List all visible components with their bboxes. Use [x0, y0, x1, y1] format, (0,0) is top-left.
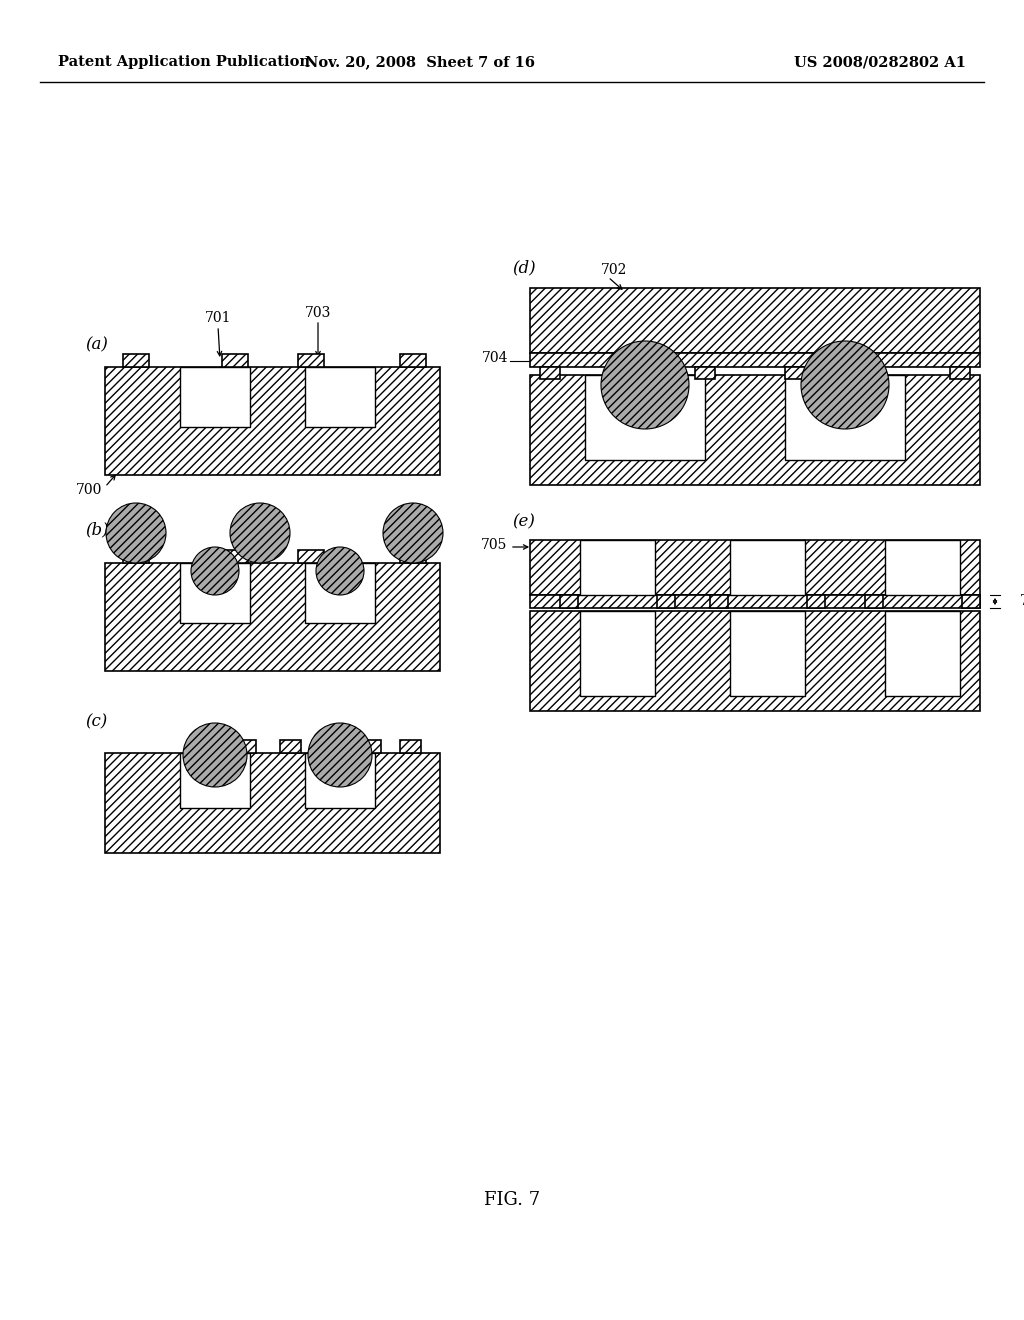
Circle shape	[801, 341, 889, 429]
Text: 703: 703	[305, 306, 331, 319]
Bar	[400, 354, 426, 367]
Bar	[730, 611, 805, 696]
Bar	[305, 752, 375, 808]
Bar	[785, 375, 905, 459]
Bar	[123, 354, 150, 367]
Bar	[222, 354, 248, 367]
Bar	[530, 352, 980, 367]
Bar	[123, 550, 150, 564]
Bar	[105, 564, 440, 671]
Text: 706: 706	[1020, 594, 1024, 609]
Bar	[695, 367, 715, 379]
Text: (b): (b)	[85, 521, 109, 539]
Text: 705: 705	[480, 539, 507, 552]
Text: 700: 700	[76, 483, 102, 498]
Bar	[962, 595, 980, 609]
Bar	[305, 367, 375, 426]
Text: Patent Application Publication: Patent Application Publication	[58, 55, 310, 69]
Bar	[298, 550, 324, 564]
Bar	[657, 595, 675, 609]
Bar	[580, 540, 655, 595]
Bar	[585, 375, 705, 459]
Text: (d): (d)	[512, 260, 536, 276]
Bar	[105, 367, 440, 475]
Bar	[530, 288, 980, 352]
Bar	[645, 367, 665, 379]
Bar	[560, 595, 578, 609]
Circle shape	[601, 341, 689, 429]
Text: US 2008/0282802 A1: US 2008/0282802 A1	[794, 55, 966, 69]
Bar	[840, 367, 860, 379]
Bar	[305, 564, 375, 623]
Bar	[298, 354, 324, 367]
Circle shape	[191, 546, 239, 595]
Bar	[540, 367, 560, 379]
Bar	[710, 595, 728, 609]
Bar	[280, 741, 301, 752]
Bar	[530, 375, 980, 484]
Text: 702: 702	[601, 263, 628, 277]
Bar	[807, 595, 825, 609]
Bar	[580, 611, 655, 696]
Circle shape	[383, 503, 443, 564]
Circle shape	[316, 546, 364, 595]
Circle shape	[308, 723, 372, 787]
Bar	[360, 741, 381, 752]
Bar	[105, 752, 440, 853]
Text: (e): (e)	[512, 513, 535, 531]
Text: Nov. 20, 2008  Sheet 7 of 16: Nov. 20, 2008 Sheet 7 of 16	[305, 55, 535, 69]
Bar	[530, 595, 980, 609]
Bar	[730, 540, 805, 595]
Bar	[222, 550, 248, 564]
Bar	[885, 611, 961, 696]
Bar	[530, 611, 980, 711]
Text: 701: 701	[205, 312, 231, 325]
Bar	[400, 550, 426, 564]
Bar	[950, 367, 970, 379]
Bar	[180, 752, 250, 808]
Text: (a): (a)	[85, 337, 108, 354]
Bar	[180, 367, 250, 426]
Circle shape	[230, 503, 290, 564]
Text: (c): (c)	[85, 714, 108, 730]
Circle shape	[106, 503, 166, 564]
Text: FIG. 7: FIG. 7	[484, 1191, 540, 1209]
Bar	[785, 367, 805, 379]
Text: 704: 704	[481, 351, 508, 366]
Bar	[885, 540, 961, 595]
Bar	[530, 540, 980, 595]
Circle shape	[183, 723, 247, 787]
Bar	[234, 741, 256, 752]
Bar	[180, 564, 250, 623]
Bar	[400, 741, 421, 752]
Bar	[865, 595, 883, 609]
